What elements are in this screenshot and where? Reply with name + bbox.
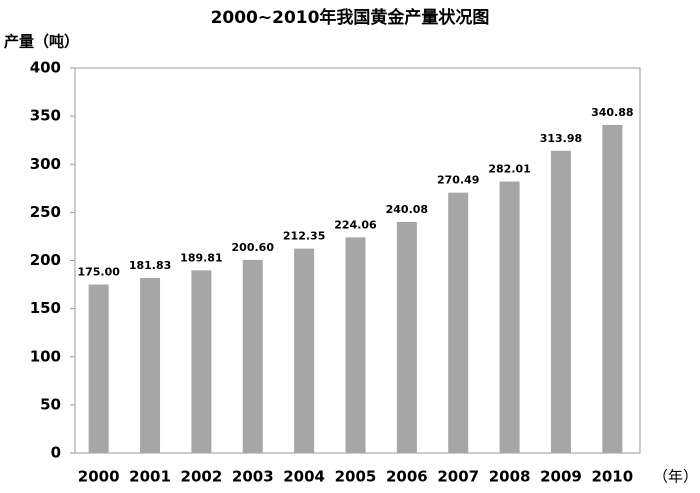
x-tick-label: 2004 [283, 468, 325, 486]
value-label: 240.08 [386, 203, 428, 216]
x-tick-label: 2009 [540, 468, 582, 486]
value-label: 224.06 [334, 218, 377, 231]
x-tick-label: 2001 [129, 468, 171, 486]
bar [191, 270, 212, 453]
y-tick-label: 400 [30, 59, 61, 77]
value-label: 181.83 [129, 259, 171, 272]
value-label: 270.49 [437, 174, 479, 187]
x-axis-title: （年） [653, 468, 698, 486]
x-tick-label: 2006 [386, 468, 428, 486]
x-tick-label: 2000 [78, 468, 120, 486]
x-tick-label: 2005 [335, 468, 377, 486]
bar [345, 237, 366, 453]
y-tick-label: 150 [30, 299, 61, 317]
bar [242, 259, 263, 453]
value-label: 200.60 [232, 241, 275, 254]
bar [88, 284, 109, 453]
value-label: 340.88 [591, 106, 633, 119]
x-tick-label: 2010 [591, 468, 633, 486]
y-tick-label: 350 [30, 107, 61, 125]
bar [140, 277, 161, 453]
bar [550, 150, 571, 453]
chart-title: 2000~2010年我国黄金产量状况图 [211, 7, 490, 28]
value-label: 212.35 [283, 230, 325, 243]
value-label: 175.00 [77, 266, 120, 279]
x-tick-label: 2003 [232, 468, 274, 486]
x-tick-label: 2002 [181, 468, 223, 486]
y-axis-title: 产量（吨） [4, 33, 79, 51]
y-tick-label: 250 [30, 203, 61, 221]
x-tick-label: 2008 [489, 468, 531, 486]
x-tick-label: 2007 [437, 468, 479, 486]
bar [396, 221, 417, 453]
bar [499, 181, 520, 453]
value-label: 189.81 [180, 251, 222, 264]
y-tick-label: 200 [30, 251, 61, 269]
bar [294, 248, 315, 453]
y-tick-label: 100 [30, 347, 61, 365]
bar [448, 192, 469, 453]
value-label: 313.98 [540, 132, 582, 145]
bar [602, 124, 623, 453]
y-tick-label: 0 [51, 444, 61, 462]
y-tick-label: 50 [40, 395, 61, 413]
y-tick-label: 300 [30, 155, 61, 173]
value-label: 282.01 [488, 163, 530, 176]
